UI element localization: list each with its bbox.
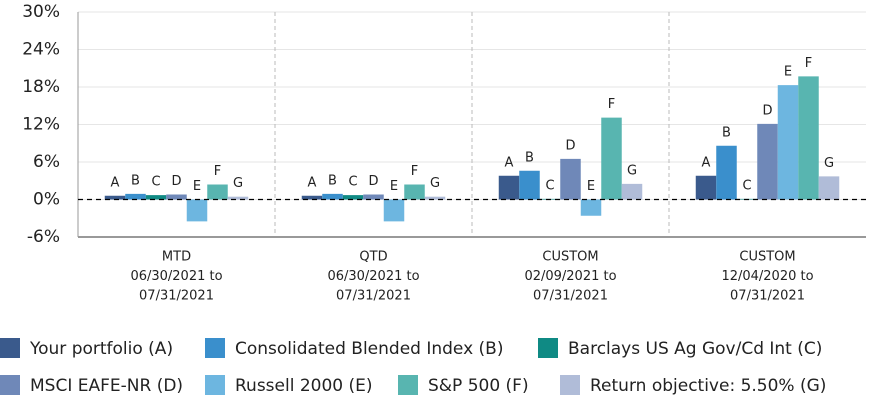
legend-swatch — [398, 375, 418, 395]
bar-letter: G — [233, 176, 243, 191]
legend-label: MSCI EAFE-NR (D) — [30, 376, 183, 396]
bar — [166, 194, 187, 200]
bar — [227, 196, 249, 200]
bar — [777, 85, 799, 200]
y-tick-label: 6% — [33, 152, 60, 172]
y-tick-label: 30% — [22, 2, 60, 22]
legend-swatch — [560, 375, 580, 395]
legend-label: Russell 2000 (E) — [235, 376, 373, 396]
legend-label: S&P 500 (F) — [428, 376, 529, 396]
legend-label: Consolidated Blended Index (B) — [235, 339, 503, 359]
x-tick-label: 07/31/2021 — [139, 289, 214, 304]
x-tick-label: 02/09/2021 to — [524, 269, 616, 284]
x-tick-label: CUSTOM — [542, 250, 598, 265]
bar-letter: C — [151, 175, 160, 190]
bar-letter: D — [762, 103, 772, 118]
bar — [818, 176, 840, 200]
y-tick-label: 12% — [22, 115, 60, 135]
bar-letter: G — [824, 156, 834, 171]
legend-label: Barclays US Ag Gov/Cd Int (C) — [568, 339, 822, 359]
bar — [560, 158, 581, 200]
bar-letter: C — [348, 175, 357, 190]
bar-letter: A — [308, 175, 317, 190]
legend-label: Your portfolio (A) — [29, 339, 173, 359]
bar-letter: E — [390, 179, 398, 194]
bar-letter: B — [525, 150, 534, 165]
bar — [424, 196, 446, 200]
legend-swatch — [0, 375, 20, 395]
y-tick-label: 0% — [33, 190, 60, 210]
y-tick-label: 18% — [22, 77, 60, 97]
x-tick-label: MTD — [162, 250, 191, 265]
bar — [757, 123, 778, 200]
bar — [322, 193, 343, 200]
bar-letter: C — [742, 178, 751, 193]
legend-swatch — [0, 338, 20, 358]
bar-letter: E — [193, 179, 201, 194]
bar — [498, 175, 520, 200]
x-tick-label: 07/31/2021 — [336, 289, 411, 304]
bar — [798, 76, 819, 200]
bar — [383, 199, 405, 222]
bar-letter: B — [131, 173, 140, 188]
bar-letter: D — [368, 174, 378, 189]
bar-letter: G — [430, 176, 440, 191]
x-tick-label: QTD — [359, 250, 387, 265]
bar — [301, 195, 323, 200]
bar — [621, 183, 643, 200]
x-tick-label: CUSTOM — [739, 250, 795, 265]
bar — [601, 117, 622, 200]
bar — [186, 199, 208, 222]
bar — [580, 199, 602, 216]
bar-letter: E — [587, 179, 595, 194]
bar-letter: F — [608, 97, 615, 112]
x-tick-label: 06/30/2021 to — [327, 269, 419, 284]
bar — [145, 195, 167, 200]
bar-letter: D — [565, 138, 575, 153]
bar-letter: C — [545, 178, 554, 193]
bar-letter: F — [411, 164, 418, 179]
bar — [104, 195, 126, 200]
bar — [363, 194, 384, 200]
bar — [716, 145, 737, 200]
x-tick-label: 07/31/2021 — [730, 289, 805, 304]
y-tick-label: 24% — [22, 40, 60, 60]
bar-letter: D — [171, 174, 181, 189]
bar — [207, 184, 228, 200]
bar-letter: B — [722, 125, 731, 140]
legend-swatch — [538, 338, 558, 358]
bar-letter: A — [702, 155, 711, 170]
bar — [695, 175, 717, 200]
bar-letter: E — [784, 65, 792, 80]
bar — [125, 193, 146, 200]
x-tick-label: 06/30/2021 to — [130, 269, 222, 284]
legend-swatch — [205, 338, 225, 358]
bar-letter: A — [111, 175, 120, 190]
legend-label: Return objective: 5.50% (G) — [590, 376, 826, 396]
x-tick-label: 07/31/2021 — [533, 289, 608, 304]
bar-letter: F — [805, 56, 812, 71]
bar — [519, 170, 540, 200]
bar-letter: B — [328, 173, 337, 188]
x-tick-label: 12/04/2020 to — [721, 269, 813, 284]
bar-letter: F — [214, 164, 221, 179]
y-tick-label: -6% — [27, 227, 60, 247]
bar — [342, 195, 364, 200]
bar — [404, 184, 425, 200]
bar-letter: A — [505, 155, 514, 170]
bar-letter: G — [627, 163, 637, 178]
legend-swatch — [205, 375, 225, 395]
